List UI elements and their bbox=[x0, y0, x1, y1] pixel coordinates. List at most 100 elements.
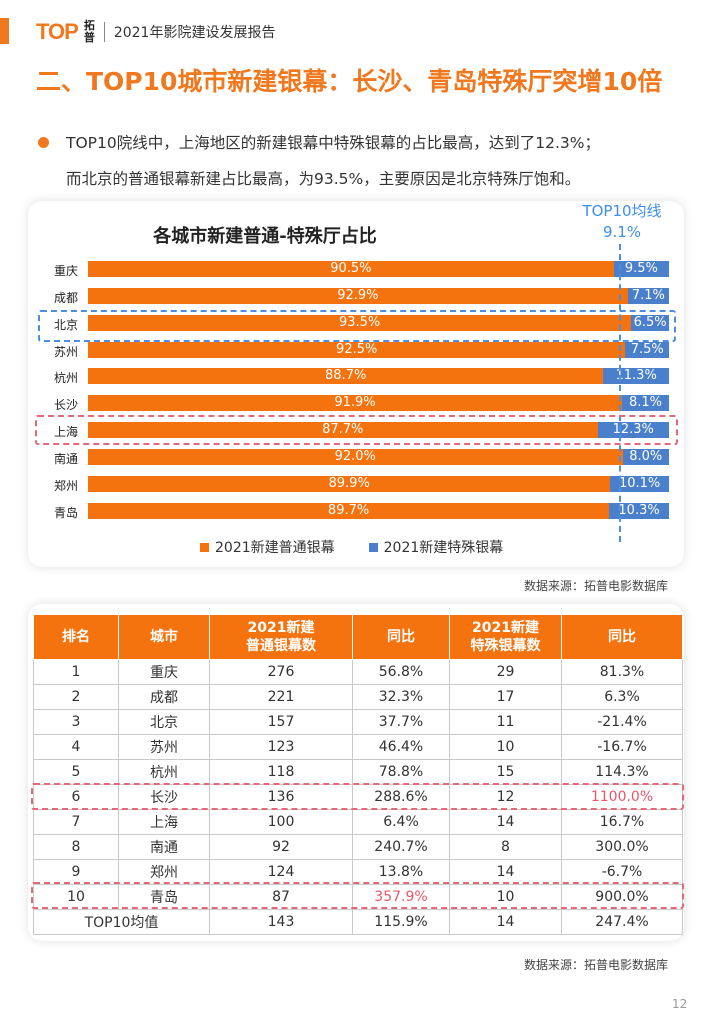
table-cell: 81.3% bbox=[561, 659, 683, 685]
bar-normal bbox=[88, 449, 623, 465]
logo[interactable]: TOP bbox=[36, 19, 79, 44]
table-cell: 16.7% bbox=[561, 809, 683, 835]
data-label-normal: 93.5% bbox=[338, 315, 381, 330]
table-cell: 8 bbox=[449, 834, 562, 860]
table-header-cell: 排名 bbox=[33, 614, 119, 660]
table-cell: 46.4% bbox=[352, 734, 450, 760]
table-cell: 14 bbox=[449, 909, 562, 935]
table-cell: 15 bbox=[449, 759, 562, 785]
table-cell: 37.7% bbox=[352, 709, 450, 735]
legend-item-normal: 2021新建普通银幕 bbox=[200, 537, 335, 557]
table-cell: 56.8% bbox=[352, 659, 450, 685]
table-header-row: 排名 城市 2021新建 普通银幕数 同比 2021新建 特殊银幕数 同比 bbox=[33, 614, 683, 660]
data-label-special: 12.3% bbox=[612, 422, 654, 437]
city-screens-table: 排名 城市 2021新建 普通银幕数 同比 2021新建 特殊银幕数 同比 1 重庆 276 5… bbox=[33, 614, 683, 935]
category-label: 青岛 bbox=[53, 506, 78, 520]
table-cell: 100 bbox=[209, 809, 353, 835]
average-line-label: TOP10均线 9.1% bbox=[574, 201, 670, 243]
table-row: 4 苏州 123 46.4% 10 -16.7% bbox=[33, 734, 683, 760]
table-cell: 157 bbox=[209, 709, 353, 735]
table-row: 9 郑州 124 13.8% 14 -6.7% bbox=[33, 859, 683, 885]
table-cell: 郑州 bbox=[118, 859, 210, 885]
logo-chinese-text: 拓普 bbox=[83, 19, 95, 44]
table-cell: 136 bbox=[209, 784, 353, 810]
table-cell: 17 bbox=[449, 684, 562, 710]
header: TOP 拓普 2021年影院建设发展报告 bbox=[36, 17, 275, 47]
data-label-special: 9.5% bbox=[624, 261, 658, 276]
chart-legend: 2021新建普通银幕 2021新建特殊银幕 bbox=[200, 537, 537, 557]
data-label-normal: 92.0% bbox=[334, 449, 376, 464]
table-cell: 苏州 bbox=[118, 734, 210, 760]
table-cell: 南通 bbox=[118, 834, 210, 860]
legend-label-normal: 2021新建普通银幕 bbox=[215, 540, 335, 556]
table-row: 5 杭州 118 78.8% 15 114.3% bbox=[33, 759, 683, 785]
category-label: 杭州 bbox=[53, 371, 78, 385]
bar-normal bbox=[88, 476, 611, 492]
table-row: 3 北京 157 37.7% 11 -21.4% bbox=[33, 709, 683, 735]
table-cell: 118 bbox=[209, 759, 353, 785]
table-cell: 10 bbox=[33, 884, 119, 910]
table-row: 2 成都 221 32.3% 17 6.3% bbox=[33, 684, 683, 710]
table-cell: 10 bbox=[449, 734, 562, 760]
table-row: 10 青岛 87 357.9% 10 900.0% bbox=[33, 884, 683, 910]
category-label: 重庆 bbox=[53, 264, 78, 278]
category-label: 郑州 bbox=[53, 479, 78, 493]
table-header-cell: 2021新建 普通银幕数 bbox=[209, 614, 353, 660]
paragraph-line-1: TOP10院线中，上海地区的新建银幕中特殊银幕的占比最高，达到了12.3%； bbox=[66, 134, 600, 152]
bar-normal bbox=[88, 261, 614, 277]
table-cell: 重庆 bbox=[118, 659, 210, 685]
average-reference-line bbox=[619, 244, 621, 542]
data-label-special: 10.1% bbox=[618, 476, 661, 491]
bar-special bbox=[621, 395, 669, 411]
table-cell: 221 bbox=[209, 684, 353, 710]
average-line-value: 9.1% bbox=[602, 223, 642, 241]
bar-special bbox=[609, 503, 669, 519]
bar-normal bbox=[88, 422, 598, 438]
data-label-normal: 92.9% bbox=[337, 288, 379, 303]
data-label-special: 8.1% bbox=[628, 395, 662, 410]
table-cell: -21.4% bbox=[561, 709, 683, 735]
bar-special bbox=[625, 342, 669, 358]
table-cell: 276 bbox=[209, 659, 353, 685]
bar-special bbox=[631, 315, 669, 331]
bar-normal bbox=[88, 368, 604, 384]
average-line-title: TOP10均线 bbox=[582, 202, 662, 220]
table-cell: 3 bbox=[33, 709, 119, 735]
bar-normal bbox=[88, 342, 626, 358]
legend-item-special: 2021新建特殊银幕 bbox=[368, 537, 503, 557]
table-row: 1 重庆 276 56.8% 29 81.3% bbox=[33, 659, 683, 685]
table-cell: -6.7% bbox=[561, 859, 683, 885]
table-cell: 4 bbox=[33, 734, 119, 760]
data-label-normal: 88.7% bbox=[325, 368, 367, 383]
table-source-note: 数据来源：拓普电影数据库 bbox=[524, 958, 669, 972]
table-cell: 29 bbox=[449, 659, 562, 685]
table-cell: 9 bbox=[33, 859, 119, 885]
table-cell: 123 bbox=[209, 734, 353, 760]
table-cell: 124 bbox=[209, 859, 353, 885]
category-label: 上海 bbox=[53, 425, 78, 439]
data-label-special: 6.5% bbox=[633, 315, 667, 330]
table-cell: 32.3% bbox=[352, 684, 450, 710]
data-label-normal: 91.9% bbox=[334, 395, 376, 410]
table-average-row: TOP10均值 143 115.9% 14 247.4% bbox=[33, 909, 683, 935]
bar-normal bbox=[88, 288, 628, 304]
table-cell: 14 bbox=[449, 809, 562, 835]
table-cell: 12 bbox=[449, 784, 562, 810]
table-cell: 北京 bbox=[118, 709, 210, 735]
table-cell: 143 bbox=[209, 909, 353, 935]
bar-special bbox=[613, 261, 669, 277]
bar-special bbox=[627, 288, 669, 304]
bar-special bbox=[622, 449, 669, 465]
data-label-normal: 92.5% bbox=[336, 342, 378, 357]
data-label-special: 7.5% bbox=[630, 342, 664, 357]
highlight-box-shanghai bbox=[35, 415, 678, 445]
table-cell: 11 bbox=[449, 709, 562, 735]
bar-special bbox=[597, 422, 669, 438]
table-cell: 6 bbox=[33, 784, 119, 810]
category-label: 北京 bbox=[53, 318, 78, 332]
legend-swatch-special bbox=[368, 542, 378, 552]
bar-normal bbox=[88, 315, 632, 331]
report-title: 2021年影院建设发展报告 bbox=[113, 25, 276, 41]
bar-normal bbox=[88, 395, 622, 411]
table-header-cell: 同比 bbox=[352, 614, 450, 660]
